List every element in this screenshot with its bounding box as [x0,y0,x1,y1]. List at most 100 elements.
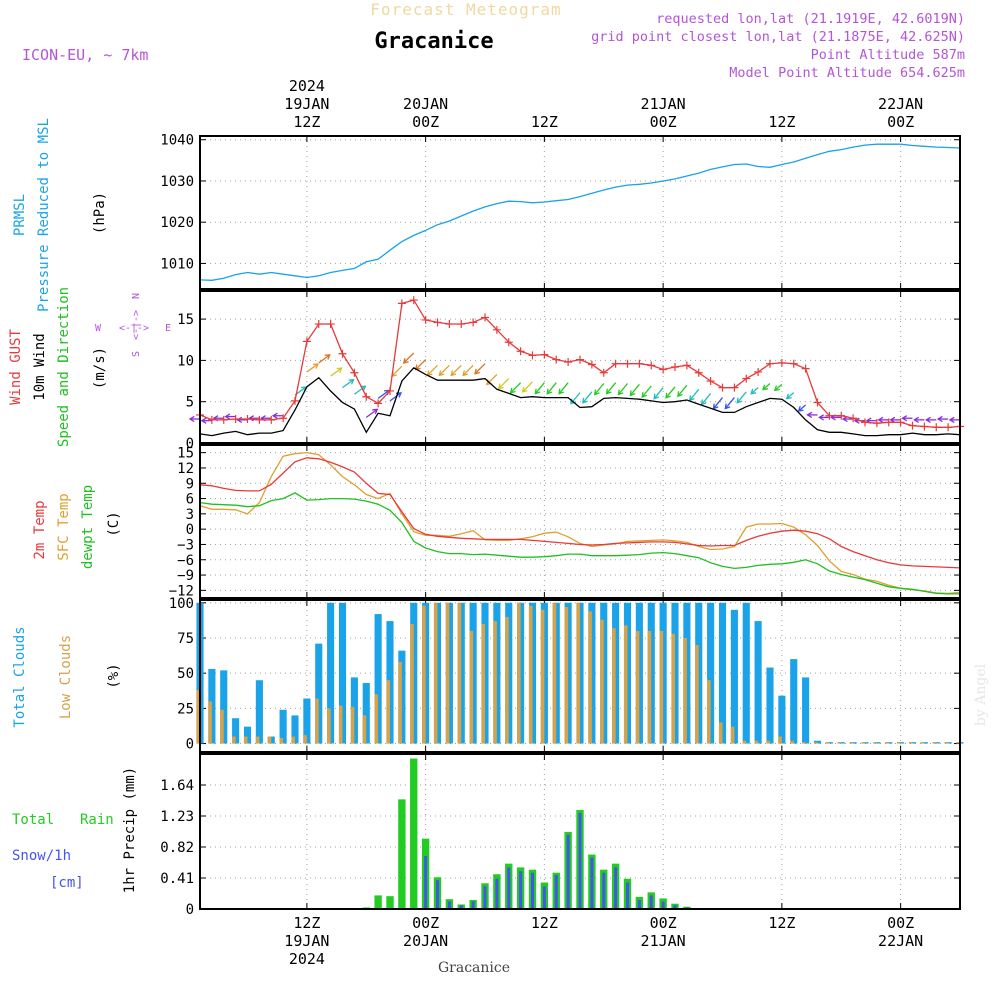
wind-arrow [377,389,390,399]
wind-arrow-head [913,416,919,424]
low-cloud-bar [612,628,616,744]
bottom-date-label: 12Z [293,914,320,932]
wind-unit: (m/s) [92,347,108,389]
y-tick-label: 100 [169,596,194,612]
wind-arrow-head [271,412,278,419]
gust-marker [849,414,858,423]
low-cloud-bar [422,605,426,744]
y-tick-label: 1.23 [160,809,194,825]
low-cloud-bar [600,619,604,744]
wind-arrow [750,387,759,395]
gust-marker [231,415,240,424]
wind-arrow-head [617,389,624,396]
wind-arrow [427,364,438,376]
gust-marker [445,320,454,329]
y-tick-label: 75 [177,631,194,647]
gust-marker [825,411,834,420]
model-label: ICON-EU, ~ 7km [22,46,148,64]
wind-arrow [736,391,747,404]
pressure-line [199,143,961,281]
wind-arrow [415,359,427,371]
wind-arrow [486,373,498,385]
total-cloud-bar [243,726,252,744]
y-tick-label: 0 [186,522,194,538]
wind-arrow [306,363,319,373]
low-cloud-bar [517,602,521,744]
wind-arrow-head [700,399,707,406]
wind-arrow-head [348,378,355,385]
y-tick-label: 25 [177,701,194,717]
snow-bar [554,874,558,909]
gust-marker [314,320,323,329]
low-cloud-bar [908,742,913,744]
gust-marker [576,355,584,364]
dewpt-line [199,492,960,595]
wind-arrow-head [324,354,331,360]
snow-bar [649,895,653,909]
gust-marker [362,392,371,401]
wind-arrow [391,365,403,377]
wind-arrow [342,379,354,389]
compass-s: S [131,351,142,357]
total-cloud-bar [754,621,762,744]
rain-label: Rain [80,812,114,828]
wind-arrow [498,378,510,390]
gust-marker [552,355,561,364]
wind-arrow [701,393,712,405]
wind-arrow [318,354,331,364]
low-cloud-bar [196,690,200,744]
wind-arrow [462,364,474,376]
snow-bar [495,878,499,909]
low-cloud-bar [564,607,569,744]
y-tick-label: 6 [186,492,194,508]
pressure-unit: (hPa) [92,192,108,234]
wind-arrow-head [629,390,636,397]
bottom-date-label: 12Z [768,914,795,932]
top-date-label: 21JAN [641,95,686,113]
wind-arrow [534,382,545,395]
snow-bar [661,901,665,909]
total-cloud-bar [338,602,347,744]
y-tick-label: 15 [177,312,194,328]
total-cloud-bar [707,602,715,744]
low-cloud-bar [813,742,818,744]
wind-arrow-head [558,388,565,395]
low-cloud-bar [920,742,925,744]
compass-w: W [95,323,102,334]
gust-marker [433,318,442,327]
chart-title: Forecast Meteogram [370,0,561,19]
gust-marker [718,383,727,392]
low-cloud-bar [315,698,319,744]
low-cloud-bar [885,742,889,744]
gust-marker [409,296,418,305]
low-cloud-bar [528,605,533,744]
gust-marker [291,396,299,405]
bottom-date-label: 19JAN [284,932,329,950]
wind-arrow-head [462,370,469,377]
wind-arrow-head [806,411,813,419]
gust-marker [801,364,810,373]
wind-arrow-head [546,388,553,395]
low-cloud-bar [588,611,592,744]
total-cloud-bar [220,670,228,744]
requested-coords: requested lon,lat (21.1919E, 42.6019N) [656,11,965,27]
y-tick-label: 1020 [160,215,194,231]
gust-marker [932,423,941,432]
gust-marker [587,360,596,369]
bottom-date-label: 00Z [887,914,914,932]
compass-rose: N E S W <-|-> <-|-> [95,293,171,357]
rain-bar [410,758,418,909]
total-cloud-bar [718,602,727,744]
compass-arrows: <-|-> [119,323,149,334]
y-tick-label: 12 [177,461,194,477]
clouds-unit: (%) [106,663,122,688]
snow-bar [602,872,606,909]
gust-marker [944,423,953,432]
gust-marker [302,337,311,346]
gust-marker [350,368,359,377]
wind-arrow-head [762,384,769,391]
gust-marker [279,414,288,423]
gridpoint-coords: grid point closest lon,lat (21.1875E, 42… [591,29,965,45]
snow-bar [424,856,428,909]
bottom-date-label: 12Z [531,914,558,932]
